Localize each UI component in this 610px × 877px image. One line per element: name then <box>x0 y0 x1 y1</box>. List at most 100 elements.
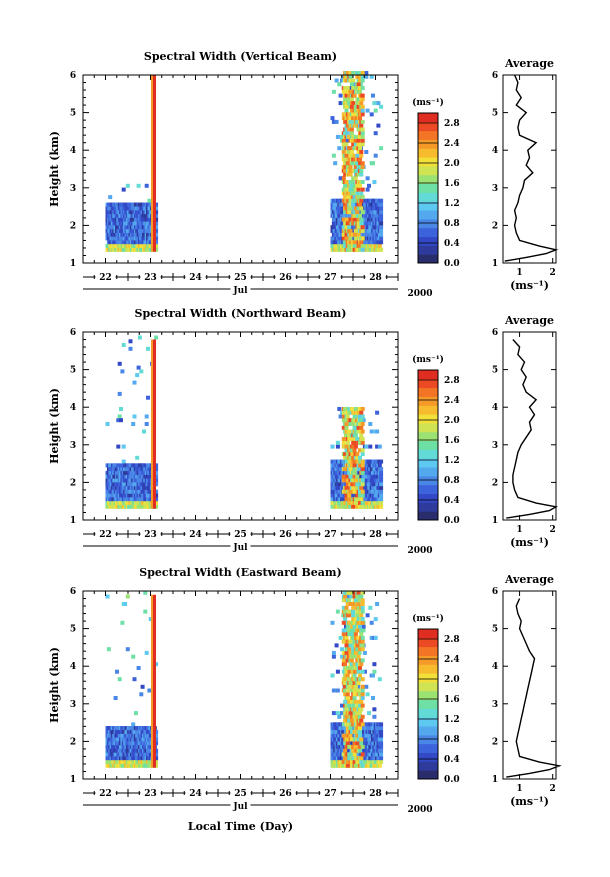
heatmap-cell <box>351 176 356 181</box>
heatmap-cell <box>358 78 362 83</box>
day-label-bg <box>320 271 341 282</box>
heatmap-cell <box>117 391 122 396</box>
heatmap-cell <box>128 339 133 344</box>
profile-y-tick-label: 6 <box>492 328 498 338</box>
heatmap-cell <box>355 210 360 215</box>
colorbar-swatch <box>418 646 438 656</box>
heatmap-cell <box>359 418 364 423</box>
heatmap-cell <box>345 688 350 693</box>
colorbar-swatch <box>418 770 438 780</box>
heatmap-cell <box>344 206 349 211</box>
heatmap-cell <box>341 632 346 637</box>
colorbar-swatch <box>418 493 438 503</box>
heatmap-cell <box>335 444 340 449</box>
colorbar-swatch <box>418 699 438 709</box>
heatmap-cell <box>341 628 346 633</box>
heatmap-cell <box>356 206 361 211</box>
heatmap-cell <box>360 703 365 708</box>
heatmap-cell <box>379 232 384 237</box>
heatmap-cell <box>352 714 357 719</box>
heatmap-cell <box>358 493 362 498</box>
heatmap-cell <box>349 97 354 102</box>
heatmap-cell <box>120 217 125 222</box>
heatmap-cell <box>345 422 350 426</box>
heatmap-cell <box>359 628 364 633</box>
heatmap-cell <box>360 744 365 749</box>
heatmap-cell <box>373 213 378 218</box>
heatmap-cell <box>379 236 384 241</box>
heatmap-cell <box>359 240 364 245</box>
heatmap-cell <box>121 737 126 742</box>
heatmap-cell <box>108 195 113 200</box>
heatmap-cell <box>355 455 360 460</box>
heatmap-cell <box>139 692 144 697</box>
heatmap-cell <box>364 71 369 75</box>
colorbar-swatch <box>418 121 438 132</box>
colorbar-swatch <box>418 743 438 753</box>
heatmap-cell <box>379 501 384 505</box>
heatmap-cell <box>347 703 352 708</box>
y-axis-label: Height (km) <box>48 388 61 464</box>
heatmap-cell <box>154 467 159 472</box>
colorbar-tick-label: 2.4 <box>444 655 460 665</box>
heatmap-cell <box>371 673 375 678</box>
colorbar-swatch <box>418 629 438 639</box>
colorbar-swatch <box>418 236 438 246</box>
colorbar-swatch <box>418 431 438 442</box>
heatmap-cell <box>341 247 346 252</box>
heatmap-cell <box>360 643 365 648</box>
heatmap-cell <box>348 639 353 644</box>
y-tick-label: 1 <box>70 259 76 269</box>
heatmap-cell <box>352 594 357 599</box>
heatmap-cell <box>349 658 354 663</box>
heatmap-cell <box>344 714 349 719</box>
heatmap-cell <box>348 206 353 211</box>
heatmap-cell <box>154 733 159 738</box>
heatmap-cell <box>372 101 377 106</box>
heatmap-cell <box>333 225 338 230</box>
profile-x-label: (ms⁻¹) <box>510 279 549 292</box>
heatmap-cell <box>356 760 361 764</box>
heatmap-cell <box>360 692 365 697</box>
heatmap-cell <box>351 455 356 460</box>
heatmap-cell <box>344 497 349 502</box>
heatmap-cell <box>365 221 370 226</box>
heatmap-cell <box>349 632 354 637</box>
heatmap-cell <box>379 470 384 475</box>
heatmap-cell <box>344 448 349 453</box>
colorbar-unit: (ms⁻¹) <box>412 97 444 108</box>
profile-y-tick-label: 2 <box>492 737 498 747</box>
heatmap-cell <box>365 613 370 618</box>
heatmap-cell <box>356 590 361 595</box>
heatmap-cell <box>154 493 159 498</box>
heatmap-cell <box>343 172 348 177</box>
heatmap-cell <box>132 414 137 419</box>
heatmap-cell <box>348 228 353 233</box>
colorbar-swatch <box>418 449 438 459</box>
heatmap-cell <box>362 240 367 245</box>
heatmap-cell <box>356 617 361 622</box>
heatmap-cell <box>360 131 365 136</box>
heatmap-cell <box>119 504 123 509</box>
day-label-bg <box>365 787 386 798</box>
profile-y-tick-label: 5 <box>492 625 498 635</box>
heatmap-cell <box>355 452 360 457</box>
day-label-bg <box>140 271 161 282</box>
day-tick-label: 27 <box>324 789 337 799</box>
colorbar-tick-label: 0.4 <box>444 755 460 765</box>
spike-column <box>153 339 156 509</box>
heatmap-cell <box>343 86 348 90</box>
year-label: 2000 <box>407 289 432 299</box>
heatmap-cell <box>353 433 358 438</box>
heatmap-cell <box>344 142 349 147</box>
y-tick-label: 3 <box>70 441 76 451</box>
heatmap-cell <box>121 240 126 245</box>
heatmap-cell <box>359 101 364 106</box>
profile-title: Average <box>504 57 554 70</box>
heatmap-cell <box>360 639 365 644</box>
heatmap-cell <box>154 335 159 340</box>
month-label-bg <box>230 799 251 810</box>
heatmap-cell <box>344 605 349 610</box>
heatmap-cell <box>349 737 354 742</box>
heatmap-cell <box>359 741 364 746</box>
